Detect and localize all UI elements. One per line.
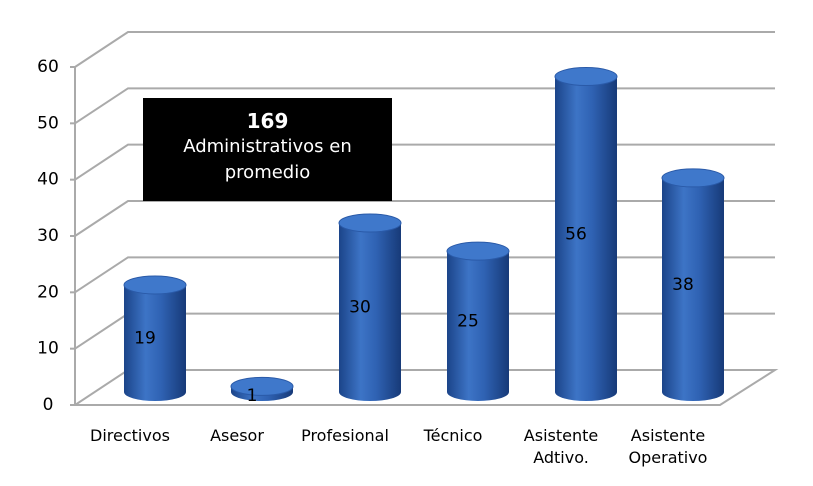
bar-top (338, 213, 402, 233)
y-tick-label: 30 (37, 226, 59, 246)
x-tick-label: Técnico (423, 426, 483, 445)
bar-top (446, 241, 510, 261)
x-tick-label: Directivos (90, 426, 170, 445)
value-label: 19 (134, 328, 156, 348)
y-tick-label: 40 (37, 170, 59, 190)
value-label: 56 (565, 224, 587, 244)
y-tick-label: 0 (43, 395, 54, 415)
bar (662, 177, 724, 401)
bar-top (230, 376, 294, 396)
x-tick-label: Asesor (210, 426, 264, 445)
grid-line (74, 31, 775, 68)
y-tick-label: 20 (37, 282, 59, 302)
y-tick-label: 60 (37, 57, 59, 77)
value-label: 1 (247, 386, 258, 406)
y-tick-label: 50 (37, 113, 59, 133)
value-label: 25 (457, 312, 479, 332)
annotation-title: 169 (246, 109, 289, 133)
x-tick-label: Asistente Operativo (628, 426, 708, 467)
bar (447, 251, 509, 401)
y-tick-label: 10 (37, 339, 59, 359)
annotation-text: Administrativos en promedio (183, 136, 352, 183)
x-tick-label: Profesional (301, 426, 389, 445)
value-label: 30 (349, 298, 371, 318)
bar-top (554, 67, 618, 87)
bar (555, 76, 617, 402)
annotation: 169 Administrativos en promedio (143, 98, 392, 201)
x-tick-label: Asistente Adtivo. (523, 426, 599, 467)
bar-top (123, 275, 187, 295)
bar (124, 284, 186, 401)
value-label: 38 (672, 275, 694, 295)
bar (339, 223, 401, 401)
bar-top (661, 168, 725, 188)
